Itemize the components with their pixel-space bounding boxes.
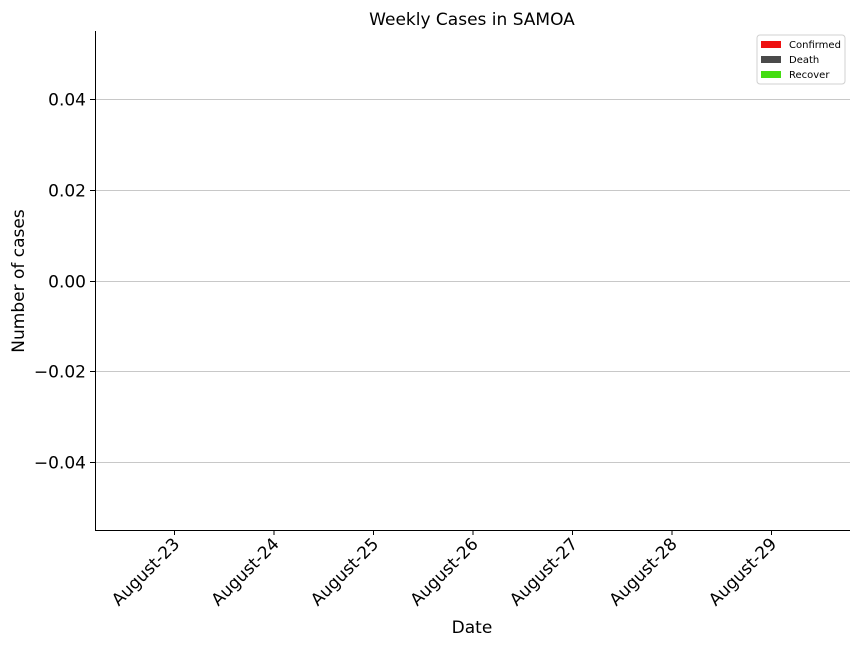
- y-tick-label: −0.02: [34, 363, 86, 383]
- gridlines: [95, 99, 850, 463]
- x-tick-label: August-24: [208, 534, 284, 610]
- legend-label-death: Death: [789, 55, 819, 66]
- y-tick-label: 0.02: [48, 182, 86, 202]
- x-axis-ticks: August-23 August-24 August-25 August-26 Augu…: [108, 530, 781, 610]
- y-tick-label: 0.00: [48, 273, 86, 293]
- x-tick-label: August-29: [705, 534, 781, 610]
- x-tick-label: August-27: [506, 534, 582, 610]
- legend-label-recover: Recover: [789, 70, 830, 81]
- x-axis-label: Date: [452, 618, 493, 638]
- legend: Confirmed Death Recover: [756, 34, 846, 85]
- legend-swatch-confirmed: [761, 41, 781, 48]
- x-tick-label: August-28: [606, 534, 682, 610]
- y-tick-label: 0.04: [48, 91, 86, 111]
- chart-title: Weekly Cases in SAMOA: [369, 10, 575, 30]
- x-tick-label: August-26: [407, 534, 483, 610]
- legend-items: Confirmed Death Recover: [761, 40, 841, 81]
- legend-swatch-death: [761, 56, 781, 63]
- y-tick-label: −0.04: [34, 454, 86, 474]
- legend-label-confirmed: Confirmed: [789, 40, 841, 51]
- y-axis-label: Number of cases: [9, 209, 29, 353]
- legend-swatch-recover: [761, 71, 781, 78]
- x-tick-label: August-25: [307, 534, 383, 610]
- x-tick-label: August-23: [108, 534, 184, 610]
- y-axis-ticks: 0.04 0.02 0.00 −0.02 −0.04: [34, 91, 95, 474]
